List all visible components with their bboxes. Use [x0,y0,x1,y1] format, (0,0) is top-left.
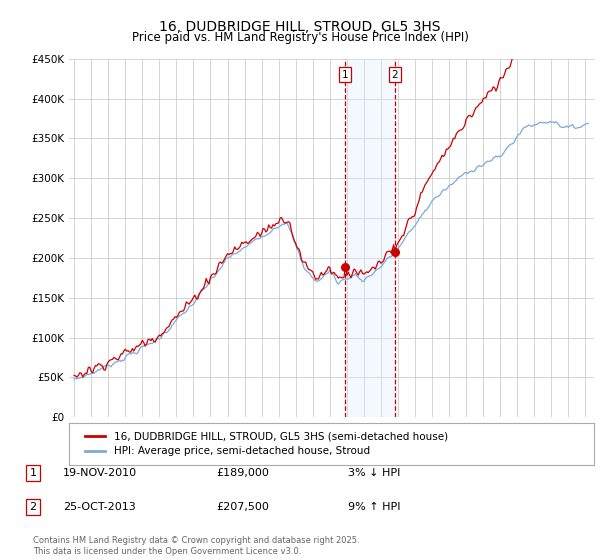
Text: 1: 1 [29,468,37,478]
Text: 9% ↑ HPI: 9% ↑ HPI [348,502,401,512]
Text: 16, DUDBRIDGE HILL, STROUD, GL5 3HS: 16, DUDBRIDGE HILL, STROUD, GL5 3HS [159,20,441,34]
Text: £189,000: £189,000 [216,468,269,478]
Text: 2: 2 [392,70,398,80]
Text: 3% ↓ HPI: 3% ↓ HPI [348,468,400,478]
Text: £207,500: £207,500 [216,502,269,512]
Text: 25-OCT-2013: 25-OCT-2013 [63,502,136,512]
Bar [345,59,395,417]
Text: Price paid vs. HM Land Registry's House Price Index (HPI): Price paid vs. HM Land Registry's House … [131,31,469,44]
Text: 1: 1 [341,70,348,80]
Text: 2: 2 [29,502,37,512]
Text: Contains HM Land Registry data © Crown copyright and database right 2025.
This d: Contains HM Land Registry data © Crown c… [33,536,359,556]
Legend: 16, DUDBRIDGE HILL, STROUD, GL5 3HS (semi-detached house), HPI: Average price, s: 16, DUDBRIDGE HILL, STROUD, GL5 3HS (sem… [79,426,453,461]
Text: 19-NOV-2010: 19-NOV-2010 [63,468,137,478]
